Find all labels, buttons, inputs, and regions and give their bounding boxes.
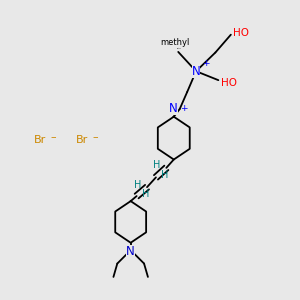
Text: +: + <box>180 104 188 113</box>
Text: methyl: methyl <box>177 48 182 49</box>
Text: N: N <box>192 65 200 78</box>
Text: Br: Br <box>34 135 46 145</box>
Text: –: – <box>92 132 98 142</box>
Text: H: H <box>142 189 149 199</box>
Text: +: + <box>202 59 210 68</box>
Text: HO: HO <box>221 78 237 88</box>
Text: H: H <box>161 170 169 180</box>
Text: methyl: methyl <box>160 38 190 47</box>
Text: –: – <box>50 132 56 142</box>
Text: HO: HO <box>233 28 249 38</box>
Text: H: H <box>134 180 141 190</box>
Text: N: N <box>126 245 135 258</box>
Text: N: N <box>169 102 178 115</box>
Text: Br: Br <box>76 135 88 145</box>
Text: H: H <box>153 160 160 170</box>
